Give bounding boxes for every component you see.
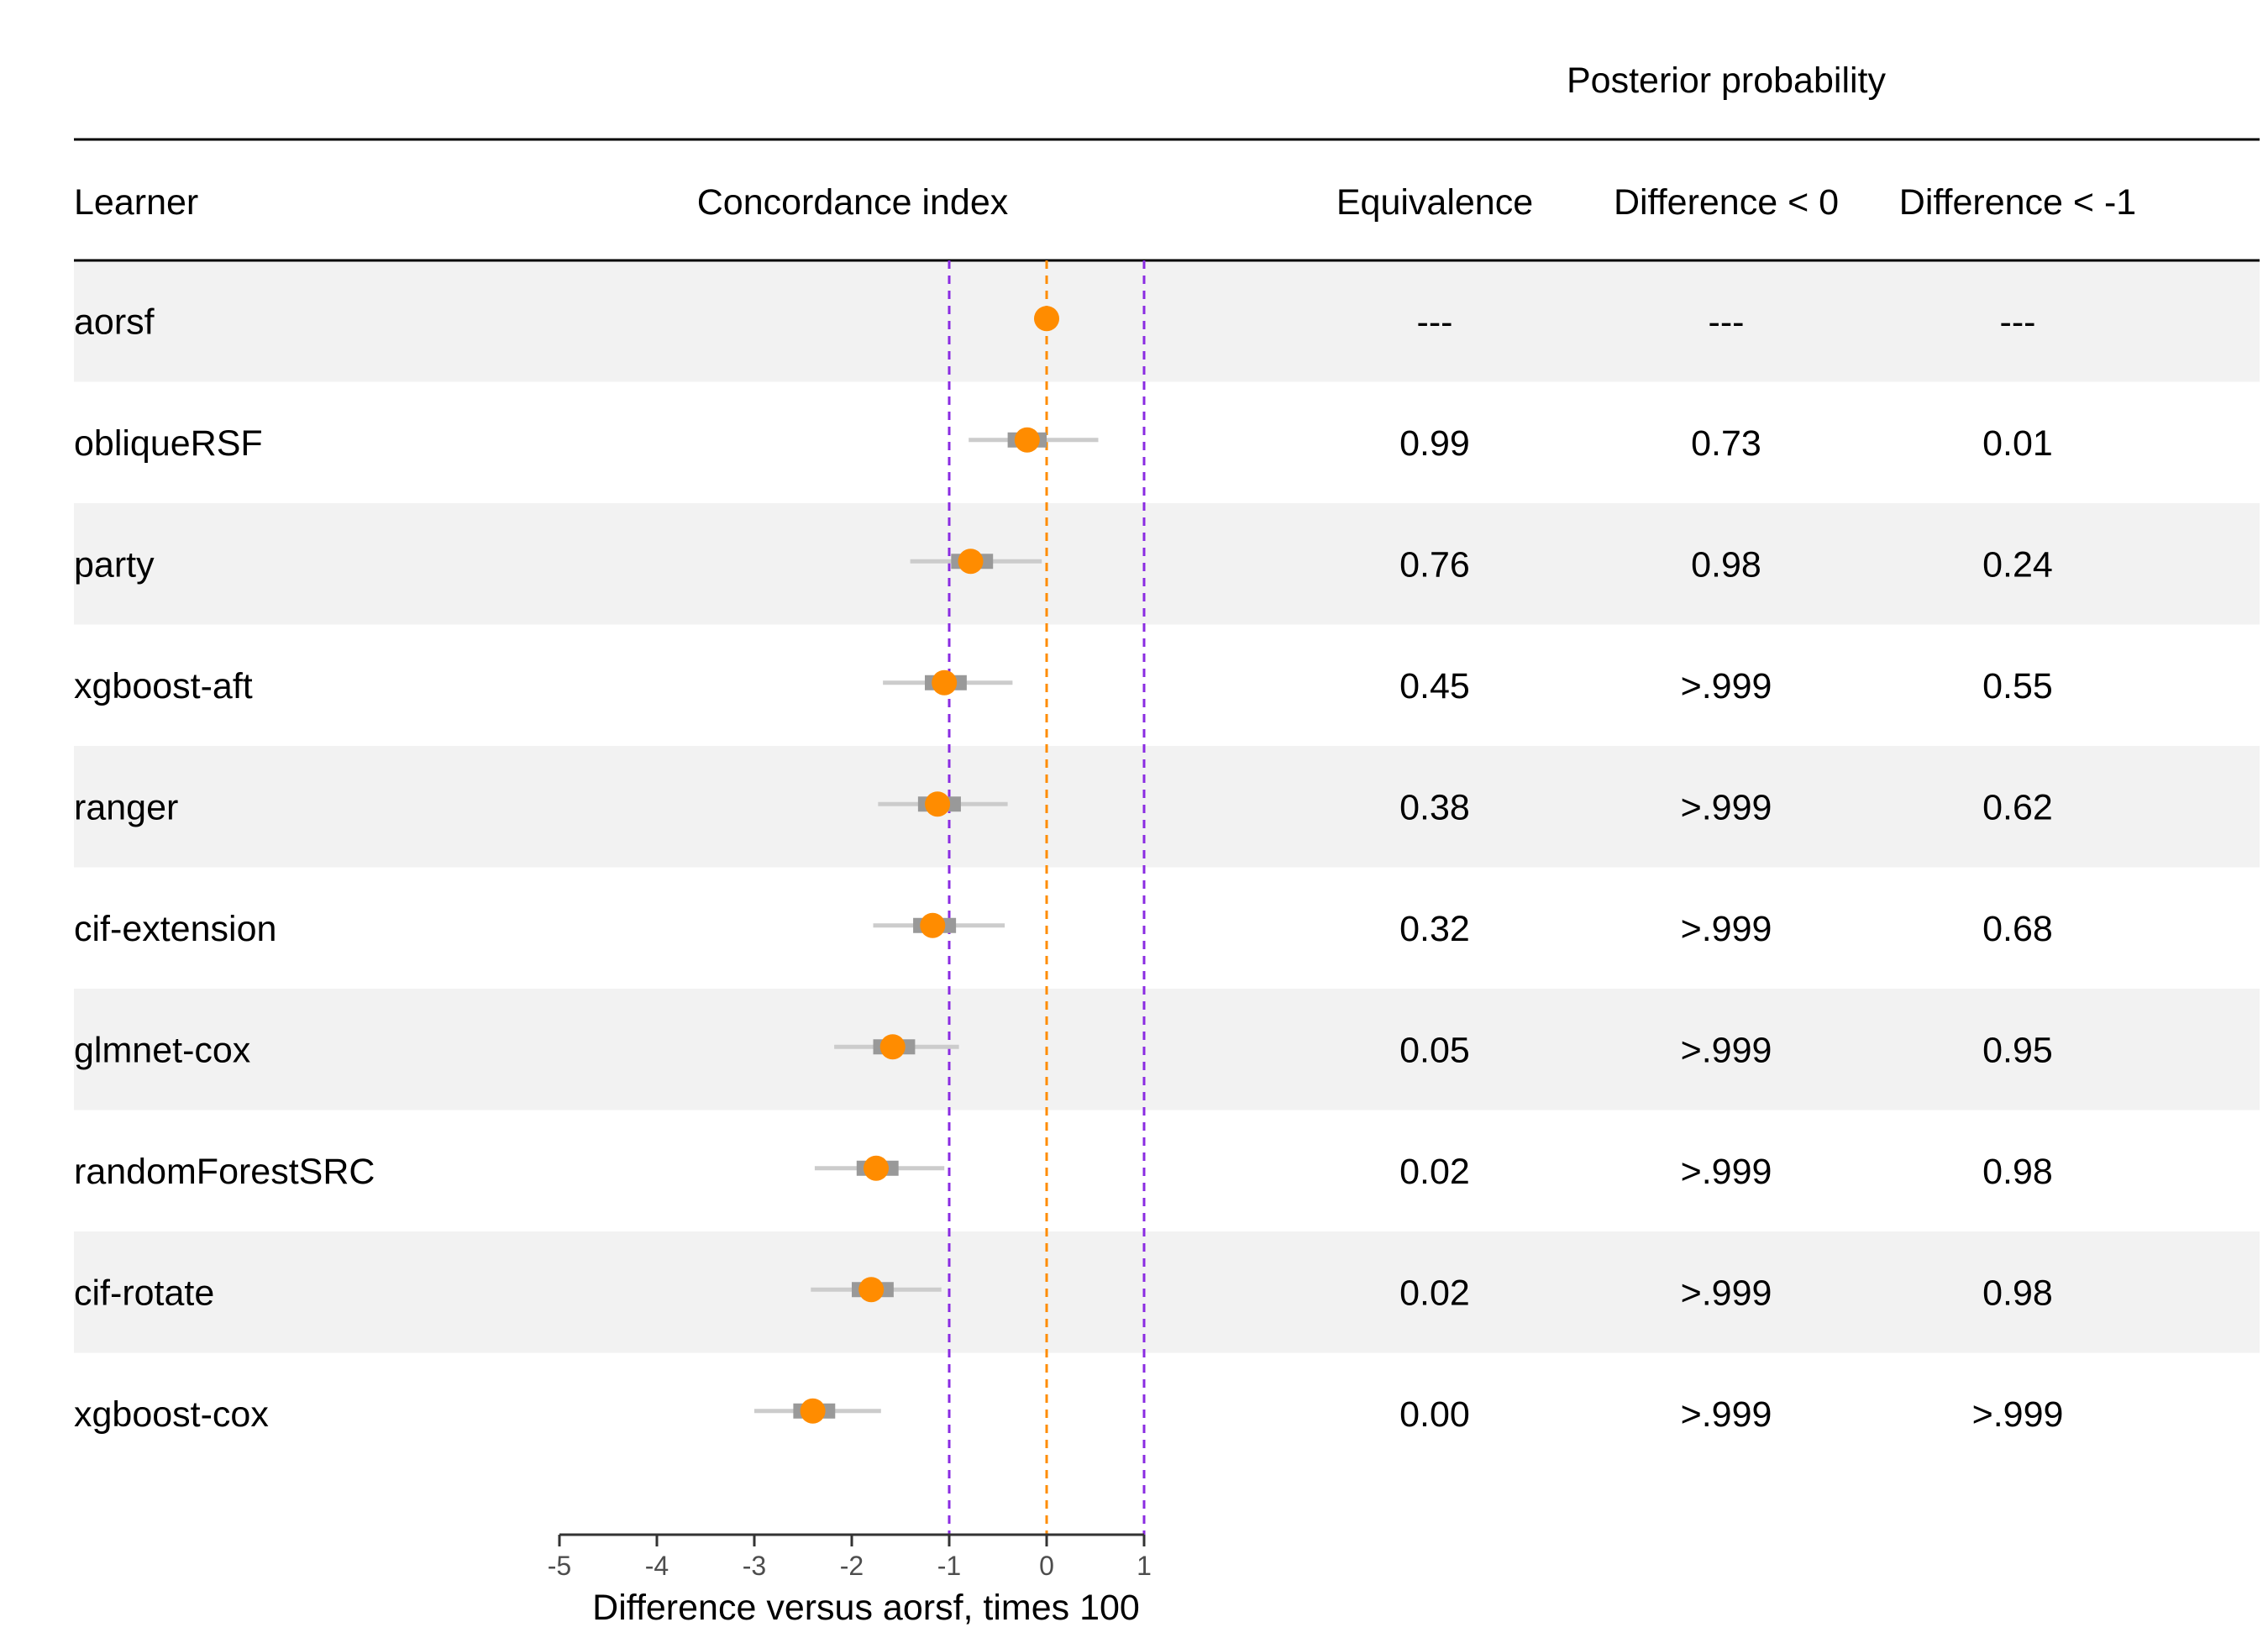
x-axis-title: Difference versus aorsf, times 100 — [592, 1588, 1140, 1628]
diff-lt-m1-value: 0.24 — [1982, 544, 2053, 585]
equivalence-value: 0.05 — [1399, 1030, 1470, 1070]
equivalence-value: 0.32 — [1399, 909, 1470, 949]
equivalence-value: 0.02 — [1399, 1152, 1470, 1192]
diff-lt-0-value: >.999 — [1681, 666, 1772, 706]
table-header: Posterior probability Learner Concordanc… — [74, 60, 2260, 262]
learner-label: cif-rotate — [74, 1273, 214, 1313]
table-rows: aorsf --- --- --- obliqueRSF 0.99 0.73 0.01 part… — [74, 302, 2063, 1435]
diff-lt-m1-value: 0.62 — [1982, 787, 2053, 827]
x-tick-label: -4 — [645, 1551, 669, 1581]
learner-label: obliqueRSF — [74, 423, 263, 464]
point-estimate — [925, 791, 951, 817]
table-row: party 0.76 0.98 0.24 — [74, 544, 2053, 585]
diff-lt-0-value: >.999 — [1681, 1152, 1772, 1192]
diff-lt-m1-value: >.999 — [1972, 1394, 2064, 1435]
equivalence-value: --- — [1417, 302, 1453, 342]
row-band — [74, 260, 2260, 382]
learner-label: aorsf — [74, 302, 155, 342]
equivalence-value: 0.38 — [1399, 787, 1470, 827]
header-diff-lt-m1: Difference < -1 — [1899, 182, 2136, 223]
row-band — [74, 1231, 2260, 1353]
equivalence-value: 0.02 — [1399, 1273, 1470, 1313]
table-row: cif-rotate 0.02 >.999 0.98 — [74, 1273, 2053, 1313]
x-tick-label: 0 — [1039, 1551, 1054, 1581]
point-estimate — [858, 1277, 885, 1303]
learner-label: cif-extension — [74, 909, 276, 949]
diff-lt-0-value: >.999 — [1681, 1394, 1772, 1435]
learner-label: randomForestSRC — [74, 1152, 375, 1192]
learner-label: xgboost-cox — [74, 1394, 269, 1435]
diff-lt-m1-value: 0.01 — [1982, 423, 2053, 464]
header-concordance: Concordance index — [697, 182, 1009, 223]
table-row: aorsf --- --- --- — [74, 302, 2035, 342]
diff-lt-m1-value: 0.68 — [1982, 909, 2053, 949]
header-diff-lt-0: Difference < 0 — [1614, 182, 1839, 223]
reference-lines — [948, 260, 1146, 1535]
equivalence-value: 0.45 — [1399, 666, 1470, 706]
learner-label: ranger — [74, 787, 178, 827]
x-tick-label: -3 — [743, 1551, 766, 1581]
x-axis: Difference versus aorsf, times 100 -5 -4 -… — [548, 1533, 1152, 1628]
equivalence-value: 0.99 — [1399, 423, 1470, 464]
row-band — [74, 989, 2260, 1110]
point-estimate — [920, 912, 946, 938]
learner-label: glmnet-cox — [74, 1030, 251, 1070]
table-row: cif-extension 0.32 >.999 0.68 — [74, 909, 2053, 949]
point-estimate — [879, 1034, 906, 1060]
row-band — [74, 503, 2260, 625]
diff-lt-m1-value: 0.55 — [1982, 666, 2053, 706]
diff-lt-m1-value: --- — [2000, 302, 2036, 342]
x-tick-label: 1 — [1137, 1551, 1152, 1581]
learner-label: party — [74, 544, 155, 585]
equivalence-value: 0.76 — [1399, 544, 1470, 585]
diff-lt-m1-value: 0.98 — [1982, 1152, 2053, 1192]
diff-lt-0-value: >.999 — [1681, 1273, 1772, 1313]
equivalence-value: 0.00 — [1399, 1394, 1470, 1435]
point-estimate — [932, 669, 958, 696]
header-learner: Learner — [74, 182, 198, 223]
point-estimate — [864, 1155, 889, 1181]
diff-lt-0-value: >.999 — [1681, 1030, 1772, 1070]
x-tick-label: -1 — [937, 1551, 961, 1581]
x-tick-label: -2 — [840, 1551, 864, 1581]
point-estimate — [1034, 306, 1059, 332]
header-equivalence: Equivalence — [1336, 182, 1533, 223]
row-bands — [74, 260, 2260, 1353]
diff-lt-0-value: --- — [1709, 302, 1745, 342]
diff-lt-m1-value: 0.98 — [1982, 1273, 2053, 1313]
header-group-label: Posterior probability — [1567, 60, 1887, 101]
diff-lt-0-value: 0.73 — [1691, 423, 1761, 464]
diff-lt-0-value: 0.98 — [1691, 544, 1761, 585]
table-row: obliqueRSF 0.99 0.73 0.01 — [74, 423, 2053, 464]
diff-lt-0-value: >.999 — [1681, 909, 1772, 949]
point-estimate — [800, 1398, 826, 1424]
point-estimate — [958, 549, 984, 575]
table-row: ranger 0.38 >.999 0.62 — [74, 787, 2053, 827]
diff-lt-m1-value: 0.95 — [1982, 1030, 2053, 1070]
x-tick-label: -5 — [548, 1551, 571, 1581]
row-band — [74, 746, 2260, 868]
table-row: xgboost-cox 0.00 >.999 >.999 — [74, 1394, 2063, 1435]
diff-lt-0-value: >.999 — [1681, 787, 1772, 827]
point-estimate — [1014, 427, 1040, 453]
table-row: glmnet-cox 0.05 >.999 0.95 — [74, 1030, 2053, 1070]
learner-label: xgboost-aft — [74, 666, 253, 706]
table-row: xgboost-aft 0.45 >.999 0.55 — [74, 666, 2053, 706]
table-row: randomForestSRC 0.02 >.999 0.98 — [74, 1152, 2053, 1192]
